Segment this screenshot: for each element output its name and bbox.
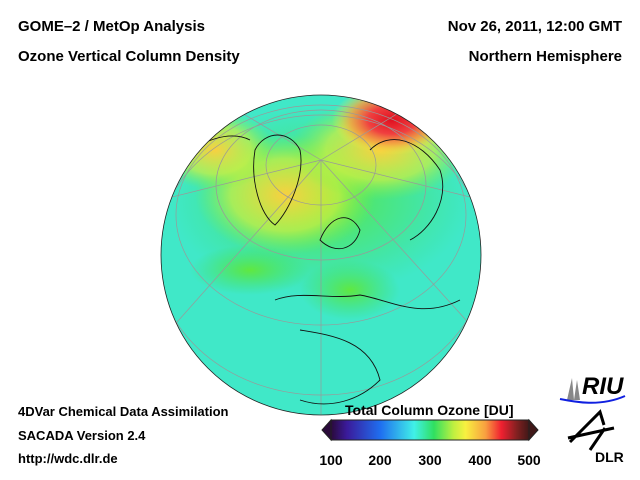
title-date: Nov 26, 2011, 12:00 GMT [447,18,622,35]
colorbar-min-arrow [321,418,332,442]
dlr-logo-icon [567,409,615,451]
colorbar [330,419,530,441]
graticule [161,99,481,415]
riu-logo-text: RIU [582,373,624,400]
dlr-logo-text: DLR [595,449,624,465]
footer-method: 4DVar Chemical Data Assimilation [18,404,229,419]
footer-url-link[interactable]: http://wdc.dlr.de [18,451,118,466]
title-region: Northern Hemisphere [468,48,622,65]
colorbar-tick: 500 [517,452,541,468]
colorbar-tick: 100 [319,452,343,468]
colorbar-tick: 200 [368,452,392,468]
title-quantity: Ozone Vertical Column Density [18,48,240,65]
colorbar-title: Total Column Ozone [DU] [345,402,514,418]
colorbar-tick: 300 [418,452,442,468]
colorbar-tick: 400 [468,452,492,468]
title-product: GOME–2 / MetOp Analysis [18,18,205,35]
colorbar-max-arrow [528,418,539,442]
footer-version: SACADA Version 2.4 [18,428,146,443]
riu-logo-icon [559,378,626,404]
coastlines [179,134,461,405]
